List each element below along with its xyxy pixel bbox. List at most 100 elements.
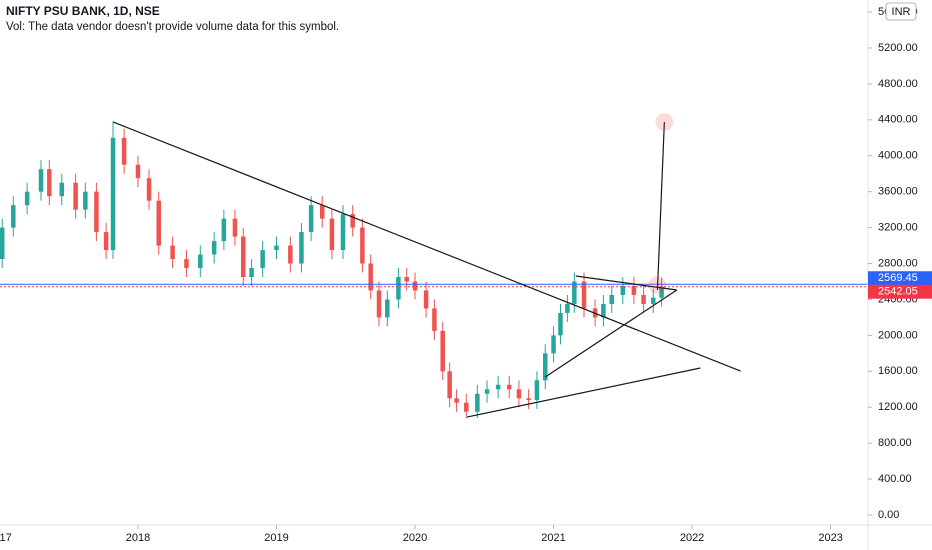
candle-body (350, 214, 355, 228)
y-tick-label: 5200.00 (878, 42, 918, 54)
candle-body (83, 191, 88, 210)
y-tick-label: 1200.00 (878, 401, 918, 413)
candle-body (360, 227, 365, 264)
candle-body (241, 236, 246, 278)
candle-body (59, 182, 65, 197)
x-tick-label: 2018 (126, 532, 150, 544)
candle-body (308, 205, 314, 233)
highlight (655, 112, 674, 131)
candle-body (94, 191, 99, 233)
candle-body (38, 169, 44, 192)
candle-body (432, 308, 437, 331)
candle-body (651, 297, 656, 304)
x-tick-label: 2023 (818, 532, 842, 544)
candle-body (170, 245, 175, 260)
candle-body (110, 137, 116, 251)
candle-body (558, 312, 563, 336)
candle-body (581, 281, 587, 309)
x-tick-label: 2020 (403, 532, 427, 544)
candle-body (641, 294, 646, 304)
candle-body (464, 402, 469, 412)
candle-body (260, 250, 265, 269)
candle-body (211, 241, 217, 255)
price-label-box (868, 284, 932, 299)
candle-body (620, 285, 626, 295)
y-tick-label: 4800.00 (878, 78, 918, 90)
x-tick-label: 2021 (541, 532, 565, 544)
candle-body (404, 277, 409, 282)
candle-body (516, 389, 522, 399)
candle-body (184, 259, 189, 269)
candle-body (551, 335, 556, 354)
candle-body (572, 281, 577, 304)
trend-line (112, 121, 741, 372)
candle-body (385, 299, 390, 318)
price-label: 2542.05 (878, 286, 918, 298)
price-label: 2569.45 (878, 272, 918, 284)
y-tick-label: 2800.00 (878, 257, 918, 269)
candle-body (274, 245, 279, 251)
candle-body (11, 205, 16, 228)
candle-body (73, 182, 78, 210)
candle-body (121, 137, 127, 165)
candle-body (396, 277, 401, 300)
candle-body (475, 393, 480, 412)
candle-body (565, 303, 570, 313)
plot-area (0, 112, 868, 419)
candle-body (249, 268, 254, 278)
x-tick-label: 2017 (0, 532, 12, 544)
candle-body (440, 330, 445, 372)
candle-body (495, 384, 501, 390)
y-tick-label: 0.00 (878, 509, 899, 521)
candle-body (329, 218, 335, 251)
trend-line (656, 121, 665, 291)
candle-body (631, 285, 637, 295)
y-tick-label: 4400.00 (878, 114, 918, 126)
y-tick-label: 800.00 (878, 437, 912, 449)
trend-line (544, 289, 678, 378)
candle-body (412, 281, 418, 291)
candle-body (601, 303, 606, 318)
currency-badge[interactable] (885, 2, 917, 21)
candle-body (198, 254, 203, 269)
candle-body (484, 389, 490, 394)
candle-body (609, 294, 614, 304)
candle-body (0, 227, 5, 260)
trend-line (575, 275, 677, 291)
trend-line (466, 367, 701, 418)
candle-body (659, 286, 664, 298)
candle-body (221, 218, 227, 242)
candle-body (534, 380, 540, 401)
candle-body (288, 245, 293, 264)
highlight (648, 276, 667, 295)
candle-body (506, 384, 512, 390)
y-tick-label: 1600.00 (878, 365, 918, 377)
candle-body (232, 218, 238, 237)
candle-body (447, 371, 452, 399)
candle-body (376, 290, 382, 318)
candle-body (423, 290, 429, 309)
candle-body (340, 214, 346, 251)
y-tick-label: 2000.00 (878, 329, 918, 341)
candle-body (156, 200, 162, 246)
candle-body (319, 205, 325, 219)
x-tick-label: 2019 (264, 532, 288, 544)
candle-body (135, 164, 141, 179)
candle-body (368, 263, 373, 291)
candle-body (542, 353, 548, 381)
chart-title: NIFTY PSU BANK, 1D, NSE (6, 4, 160, 18)
currency-label[interactable]: INR (892, 6, 911, 18)
candle-body (146, 178, 152, 201)
x-tick-label: 2022 (680, 532, 704, 544)
candle-body (103, 232, 109, 251)
candle-body (526, 398, 531, 401)
candle-body (454, 398, 459, 403)
candle-body (299, 232, 304, 264)
candle-body (24, 191, 30, 206)
y-tick-label: 4000.00 (878, 150, 918, 162)
y-tick-label: 400.00 (878, 473, 912, 485)
price-label-box (868, 271, 932, 286)
